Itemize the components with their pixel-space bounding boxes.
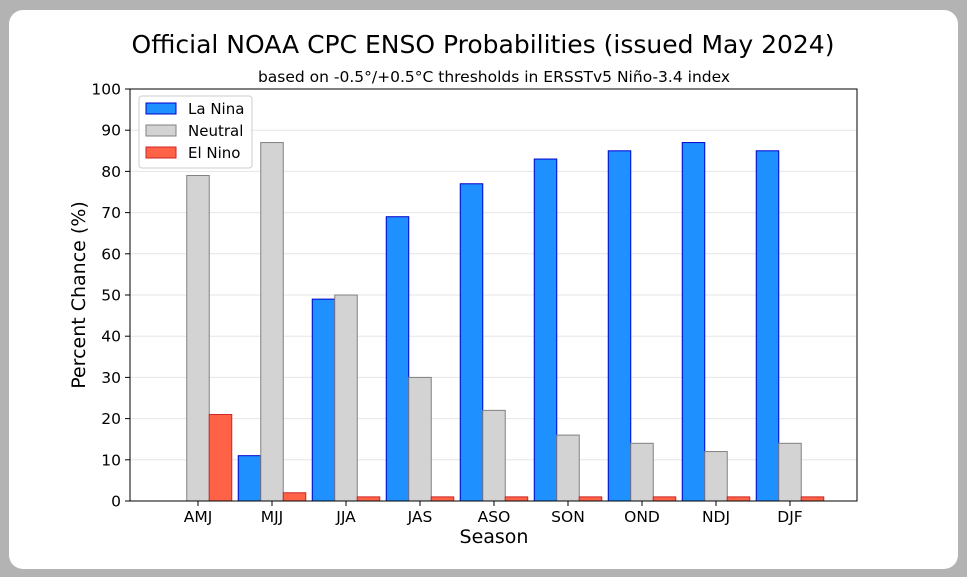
x-tick-label-ndj: NDJ: [702, 508, 730, 526]
x-tick-label-jja: JJA: [335, 508, 356, 526]
bar-neutral-son: [556, 434, 580, 502]
bar-el-nino-ond: [652, 496, 677, 502]
legend-swatch-el-nino: [145, 146, 177, 159]
y-tick-label-40: 40: [101, 328, 121, 346]
bar-neutral-jas: [408, 376, 432, 502]
bar-neutral-amj: [186, 175, 210, 502]
bar-el-nino-son: [578, 496, 603, 502]
x-tick-label-ond: OND: [624, 508, 660, 526]
bar-la-nina-mjj: [237, 455, 262, 502]
bar-la-nina-ond: [607, 150, 632, 502]
y-tick-label-0: 0: [111, 493, 121, 511]
legend-label-neutral: Neutral: [188, 122, 243, 140]
legend-swatch-la-nina: [145, 102, 177, 115]
x-axis-ticks: AMJ MJJ JJA JAS ASO SON OND NDJ DJF: [184, 501, 803, 526]
legend-swatch-neutral: [145, 124, 177, 137]
y-tick-label-60: 60: [101, 245, 121, 263]
x-tick-label-aso: ASO: [478, 508, 511, 526]
x-tick-label-son: SON: [551, 508, 585, 526]
x-tick-label-jas: JAS: [407, 508, 433, 526]
bar-el-nino-jja: [356, 496, 381, 502]
bar-la-nina-djf: [755, 150, 780, 502]
chart-subtitle: based on -0.5°/+0.5°C thresholds in ERSS…: [258, 68, 730, 86]
legend-label-el-nino: El Nino: [188, 144, 241, 162]
bar-el-nino-jas: [430, 496, 455, 502]
chart-title: Official NOAA CPC ENSO Probabilities (is…: [132, 30, 835, 59]
x-axis-label: Season: [460, 526, 529, 548]
bar-neutral-ond: [630, 442, 654, 502]
y-axis-label: Percent Chance (%): [68, 201, 90, 389]
y-tick-label-20: 20: [101, 410, 121, 428]
bar-neutral-aso: [482, 409, 506, 502]
x-tick-label-djf: DJF: [777, 508, 803, 526]
y-tick-label-10: 10: [101, 451, 121, 469]
y-tick-label-70: 70: [101, 204, 121, 222]
bar-el-nino-aso: [504, 496, 529, 502]
legend: La Nina Neutral El Nino: [138, 95, 253, 169]
bar-la-nina-son: [533, 158, 558, 502]
y-tick-label-100: 100: [91, 81, 121, 99]
bar-neutral-djf: [778, 442, 802, 502]
bars: [186, 142, 825, 502]
y-tick-label-90: 90: [101, 122, 121, 140]
bar-la-nina-jja: [311, 298, 336, 502]
y-axis-ticks: 0 10 20 30 40 50 60 70 80 90 100: [91, 81, 130, 511]
bar-neutral-mjj: [260, 142, 284, 502]
legend-label-la-nina: La Nina: [188, 100, 244, 118]
bar-la-nina-aso: [459, 183, 484, 502]
bar-la-nina-ndj: [681, 142, 706, 502]
y-tick-label-50: 50: [101, 287, 121, 305]
y-tick-label-30: 30: [101, 369, 121, 387]
bar-neutral-jja: [334, 294, 358, 502]
bar-el-nino-mjj: [282, 492, 307, 502]
y-tick-label-80: 80: [101, 163, 121, 181]
x-tick-label-amj: AMJ: [184, 508, 213, 526]
bar-neutral-ndj: [704, 451, 728, 502]
bar-el-nino-amj: [208, 413, 233, 502]
bar-la-nina-jas: [385, 216, 410, 502]
bar-el-nino-ndj: [726, 496, 751, 502]
bar-el-nino-djf: [800, 496, 825, 502]
x-tick-label-mjj: MJJ: [261, 508, 284, 526]
